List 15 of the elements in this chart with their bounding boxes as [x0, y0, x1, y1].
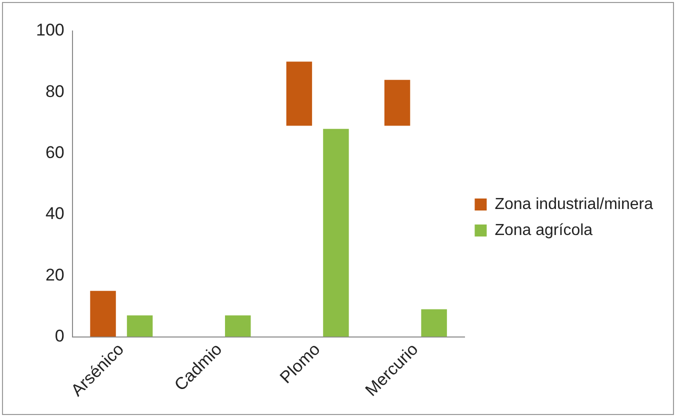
bar: [286, 62, 312, 126]
bar: [323, 128, 349, 337]
legend-label: Zona agrícola: [494, 222, 593, 239]
y-tick-label: 100: [36, 20, 64, 40]
bar: [90, 290, 116, 337]
y-tick-label: 80: [45, 82, 64, 101]
y-tick-label: 40: [45, 204, 64, 224]
y-tick-label: 60: [45, 143, 64, 162]
y-tick-label: 20: [45, 265, 64, 284]
y-tick-label: 0: [54, 326, 64, 346]
bar: [421, 309, 447, 337]
legend-label: Zona industrial/minera: [494, 196, 654, 213]
bar: [225, 315, 251, 337]
bar: [126, 315, 153, 337]
bar: [384, 80, 410, 126]
